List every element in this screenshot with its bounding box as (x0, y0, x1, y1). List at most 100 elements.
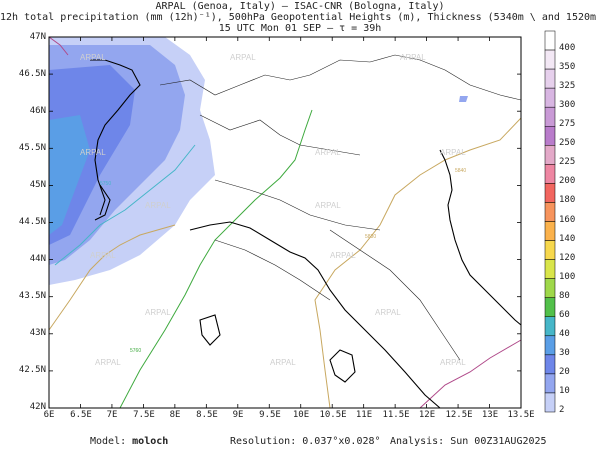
lat-label-46-5n: 46.5N (18, 69, 46, 79)
colorbar-swatch (544, 221, 556, 241)
watermark: ARPAL (400, 53, 426, 62)
lon-label-7e: 7E (106, 410, 118, 420)
lon-label-8e: 8E (169, 410, 181, 420)
colorbar-label: 300 (559, 100, 576, 111)
lon-label-11e: 11E (355, 410, 373, 420)
colorbar-swatch (544, 392, 556, 413)
colorbar-label: 30 (559, 347, 570, 358)
thickness-contour-1520-nw (48, 36, 69, 56)
watermark-layer: ARPAL ARPAL ARPAL ARPAL ARPAL ARPAL ARPA… (80, 53, 466, 367)
colorbar-swatch (544, 164, 556, 184)
colorbar-swatch (544, 145, 556, 165)
lon-label-8-5e: 8.5E (196, 410, 218, 420)
footer-analysis: Analysis: Sun 00Z31AUG2025 (390, 436, 547, 447)
watermark: ARPAL (230, 53, 256, 62)
colorbar-label: 40 (559, 328, 570, 339)
colorbar-swatch (544, 202, 556, 222)
watermark: ARPAL (145, 201, 171, 210)
geopotential-contour-5760 (119, 109, 313, 409)
colorbar-label: 250 (559, 138, 576, 149)
lon-label-9-5e: 9.5E (259, 410, 281, 420)
lat-label-45n: 45N (29, 180, 46, 190)
colorbar-swatch (544, 297, 556, 318)
watermark: ARPAL (330, 251, 356, 260)
colorbar-label: 100 (559, 271, 576, 282)
colorbar-label: 325 (559, 81, 576, 92)
thickness-contour-west (48, 224, 176, 331)
footer-resolution-label: Resolution: (230, 436, 297, 447)
lat-label-44-5n: 44.5N (18, 217, 46, 227)
colorbar-label: 80 (559, 290, 570, 301)
contour-label: 5830 (365, 234, 376, 240)
colorbar-swatch (544, 278, 556, 298)
lon-label-10-5e: 10.5E (319, 410, 347, 420)
colorbar-swatch (544, 68, 556, 89)
colorbar-label: 120 (559, 252, 576, 263)
colorbar-swatch (544, 30, 556, 51)
watermark: ARPAL (80, 53, 106, 62)
colorbar-label: 20 (559, 366, 570, 377)
colorbar-label: 180 (559, 195, 576, 206)
lon-label-12e: 12E (418, 410, 436, 420)
lat-label-43-5n: 43.5N (18, 291, 46, 301)
lat-label-42n: 42N (29, 402, 46, 412)
lat-label-46n: 46N (29, 106, 46, 116)
thickness-contour-5340 (314, 117, 522, 409)
colorbar-swatch (544, 49, 556, 70)
lon-label-12-5e: 12.5E (445, 410, 473, 420)
lat-label-42-5n: 42.5N (18, 365, 46, 375)
watermark: ARPAL (80, 148, 106, 157)
axis-ticks (48, 36, 522, 409)
lon-label-9e: 9E (232, 410, 244, 420)
colorbar-label: 275 (559, 119, 576, 130)
footer-resolution-value: 0.037°x0.028° (302, 436, 381, 447)
lon-label-13-5e: 13.5E (507, 410, 535, 420)
watermark: ARPAL (315, 201, 341, 210)
watermark: ARPAL (440, 148, 466, 157)
colorbar (544, 30, 556, 413)
colorbar-label: 2 (559, 405, 565, 415)
colorbar-label: 60 (559, 309, 570, 320)
colorbar-label: 140 (559, 233, 576, 244)
watermark: ARPAL (315, 148, 341, 157)
contour-labels: 5760 5750 5830 5840 (100, 168, 466, 354)
thickness-contour-1520 (419, 339, 522, 409)
lon-label-10e: 10E (292, 410, 310, 420)
colorbar-swatch (544, 183, 556, 203)
colorbar-label: 350 (559, 62, 576, 73)
geopotential-contour-5750 (54, 144, 196, 266)
colorbar-label: 10 (559, 385, 570, 396)
header-line-3: 15 UTC Mon 01 SEP — τ = 39h (218, 23, 382, 34)
precipitation-field (49, 37, 468, 285)
colorbar-label: 200 (559, 176, 576, 187)
lon-label-11-5e: 11.5E (382, 410, 410, 420)
coastlines (90, 59, 522, 409)
colorbar-swatch (544, 126, 556, 146)
lon-label-13e: 13E (481, 410, 499, 420)
lon-label-6-5e: 6.5E (70, 410, 92, 420)
borders (159, 54, 522, 361)
colorbar-swatch (544, 373, 556, 394)
footer-analysis-value: Sun 00Z31AUG2025 (450, 436, 547, 447)
footer-resolution: Resolution: 0.037°x0.028° (230, 436, 381, 447)
footer-model-value: moloch (132, 436, 169, 447)
contour-label: 5760 (130, 348, 141, 354)
colorbar-label: 400 (559, 43, 576, 54)
colorbar-swatch (544, 240, 556, 260)
lat-label-45-5n: 45.5N (18, 143, 46, 153)
lat-label-43n: 43N (29, 328, 46, 338)
lat-label-47n: 47N (29, 32, 46, 42)
header-line-2: 12h total precipitation (mm (12h)⁻¹), 50… (0, 12, 600, 23)
colorbar-label: 225 (559, 157, 576, 168)
watermark: ARPAL (90, 251, 116, 260)
colorbar-swatch (544, 87, 556, 108)
lon-label-7-5e: 7.5E (133, 410, 155, 420)
colorbar-swatch (544, 335, 556, 356)
watermark: ARPAL (440, 358, 466, 367)
footer-analysis-label: Analysis: (390, 436, 445, 447)
contour-label: 5750 (100, 181, 111, 187)
watermark: ARPAL (145, 308, 171, 317)
colorbar-swatch (544, 354, 556, 375)
contour-label: 5840 (455, 168, 466, 174)
